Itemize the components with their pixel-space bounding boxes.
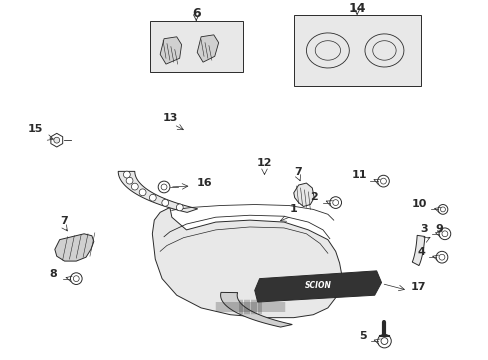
Polygon shape [160,37,181,64]
Text: 3: 3 [420,224,427,234]
Text: 12: 12 [256,158,272,168]
Text: 17: 17 [410,282,426,292]
Polygon shape [220,292,292,327]
Text: 9: 9 [434,224,442,234]
Circle shape [54,137,60,143]
Circle shape [162,199,168,206]
Polygon shape [306,33,348,68]
Circle shape [176,204,183,211]
Text: 1: 1 [289,204,297,214]
Polygon shape [118,171,197,212]
Text: 4: 4 [417,247,425,257]
Circle shape [149,194,156,201]
Text: 14: 14 [347,3,365,15]
Text: 8: 8 [49,269,57,279]
Polygon shape [197,35,218,62]
Polygon shape [254,271,381,302]
Circle shape [139,189,146,196]
Circle shape [131,183,138,190]
Polygon shape [55,234,94,261]
Polygon shape [372,41,395,60]
FancyBboxPatch shape [150,21,243,72]
Polygon shape [293,183,314,207]
Text: SCION: SCION [304,281,331,290]
Text: 11: 11 [351,170,366,180]
Text: 6: 6 [191,7,200,20]
Text: 10: 10 [411,199,427,210]
Text: 15: 15 [28,124,43,134]
Polygon shape [364,34,403,67]
Text: 2: 2 [310,192,318,202]
Circle shape [123,171,130,178]
Circle shape [126,177,133,184]
Text: 5: 5 [359,331,366,341]
Text: 7: 7 [61,216,68,226]
Text: 13: 13 [162,113,177,123]
FancyBboxPatch shape [293,15,420,86]
Polygon shape [411,235,424,266]
Polygon shape [152,207,342,318]
Text: 16: 16 [196,178,211,188]
Text: 7: 7 [294,167,302,177]
Polygon shape [315,41,340,60]
